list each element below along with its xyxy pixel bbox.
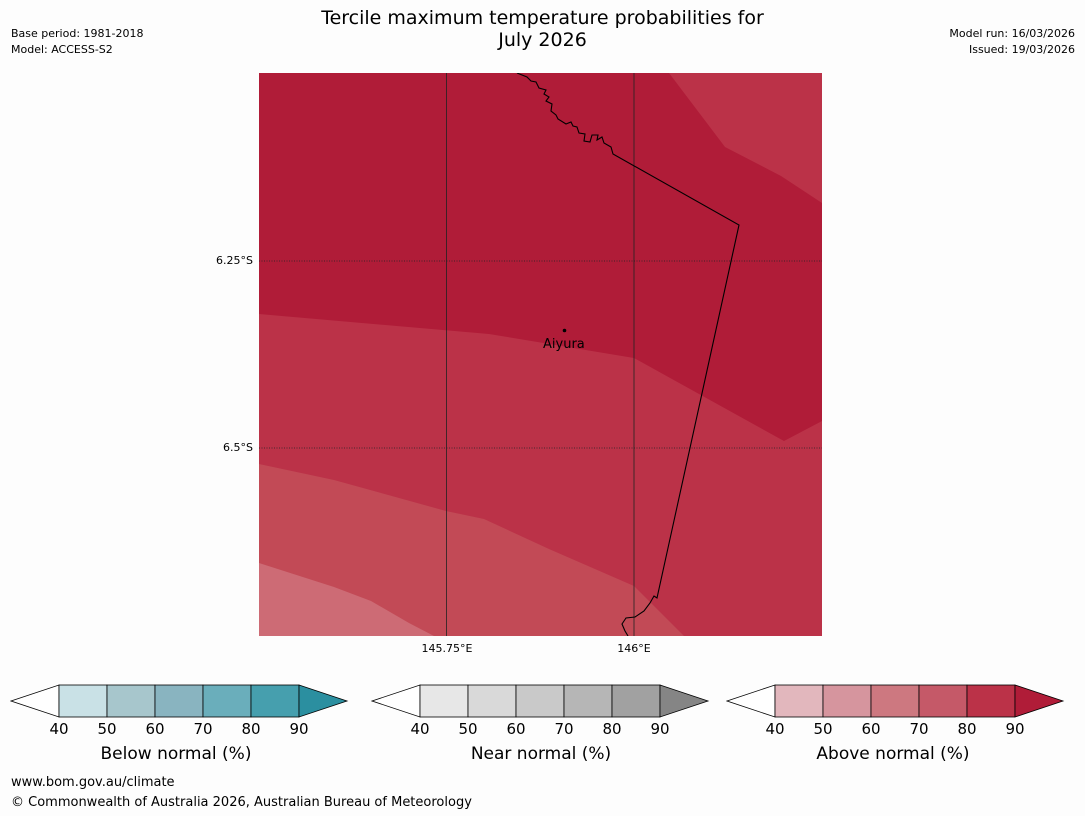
footer-url[interactable]: www.bom.gov.au/climate [11,775,175,790]
colorbar-segment [419,684,469,718]
border-line [516,73,740,636]
page-title: Tercile maximum temperature probabilitie… [0,7,1085,51]
lon-label-145-75: 145.75°E [421,642,473,655]
lat-label-6-5: 6.5°S [223,441,253,454]
issued-date: Issued: 19/03/2026 [968,43,1075,56]
map-zone-above-70 [259,464,684,636]
colorbar-segment [154,684,204,718]
header-meta-left: Base period: 1981-2018 Model: ACCESS-S2 [11,26,143,58]
colorbar-near-normal [370,684,710,718]
colorbar-segment [870,684,920,718]
legend-title: Below normal (%) [100,744,252,764]
tick-label: 90 [289,720,309,738]
colorbar-segment [106,684,156,718]
colorbar-segment [515,684,565,718]
tick-label: 50 [97,720,117,738]
probability-map[interactable] [259,73,822,636]
place-marker [562,328,567,333]
colorbar-low-extension [725,684,776,718]
colorbar-segment [58,684,108,718]
legend-below-normal: 40 50 60 70 80 90 Below normal (%) [9,684,350,774]
colorbar-high-extension [659,684,710,718]
tick-label: 40 [765,720,785,738]
tick-label: 50 [813,720,833,738]
tick-label: 40 [49,720,69,738]
tick-label: 90 [1005,720,1025,738]
model-run: Model run: 16/03/2026 [949,27,1075,40]
legend-title: Above normal (%) [816,744,970,764]
colorbar-segment [250,684,300,718]
header-meta-right: Model run: 16/03/2026 Issued: 19/03/2026 [949,26,1075,58]
colorbar-low-extension [9,684,60,718]
colorbar-above-normal [725,684,1065,718]
legend-near-normal: 40 50 60 70 80 90 Near normal (%) [370,684,711,774]
colorbar-segment [563,684,613,718]
map-zone-above-60 [259,563,434,636]
tick-label: 80 [241,720,261,738]
legend-title: Near normal (%) [470,744,612,764]
colorbar-segment [202,684,252,718]
map-zone-above-80-east [669,73,822,203]
colorbar-high-extension [298,684,349,718]
colorbar-segment [822,684,872,718]
tick-label: 70 [554,720,574,738]
model-name: Model: ACCESS-S2 [11,43,113,56]
tick-label: 70 [909,720,929,738]
lat-label-6-25: 6.25°S [216,254,253,267]
colorbar-segment [774,684,824,718]
colorbar-segment [611,684,661,718]
tick-label: 80 [602,720,622,738]
legend-above-normal: 40 50 60 70 80 90 Above normal (%) [725,684,1066,774]
tick-label: 60 [145,720,165,738]
tick-label: 60 [506,720,526,738]
tick-label: 60 [861,720,881,738]
tick-label: 50 [458,720,478,738]
tick-label: 90 [650,720,670,738]
colorbar-segment [467,684,517,718]
colorbar-below-normal [9,684,349,718]
colorbar-low-extension [370,684,421,718]
title-line-1: Tercile maximum temperature probabilitie… [321,7,764,29]
lon-label-146: 146°E [617,642,651,655]
place-label: Aiyura [543,337,585,352]
base-period: Base period: 1981-2018 [11,27,144,40]
colorbar-segment [966,684,1016,718]
tick-label: 80 [957,720,977,738]
colorbar-high-extension [1014,684,1065,718]
footer-copyright: © Commonwealth of Australia 2026, Austra… [11,795,472,810]
tick-label: 40 [410,720,430,738]
title-line-2: July 2026 [498,29,587,51]
colorbar-segment [918,684,968,718]
tick-label: 70 [193,720,213,738]
